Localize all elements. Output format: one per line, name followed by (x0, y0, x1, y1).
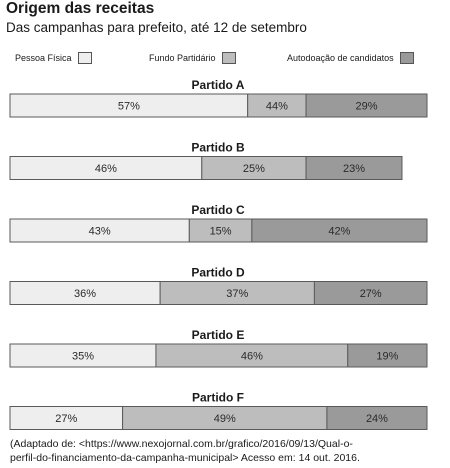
data-label: 35% (72, 351, 94, 363)
legend-label-fundo-partidario: Fundo Partidário (149, 53, 216, 63)
category-label: Partido A (192, 78, 245, 92)
data-label: 19% (376, 351, 398, 363)
legend-swatch-fundo-partidario (221, 52, 236, 64)
data-label: 44% (266, 101, 288, 113)
legend-label-pessoa-fisica: Pessoa Física (15, 53, 72, 63)
chart-title: Origem das receitas (6, 0, 155, 17)
data-label: 27% (55, 413, 77, 425)
bar-segment (305, 93, 428, 118)
data-label: 27% (360, 288, 382, 300)
source-note: (Adaptado de: <https://www.nexojornal.co… (10, 437, 430, 465)
data-label: 23% (343, 163, 365, 175)
bar-segment (347, 343, 428, 368)
legend-swatch-pessoa-fisica (77, 52, 92, 64)
stacked-bar-chart: Partido A 57% 44% 29% Partido B 46% 25% 23% Part… (9, 78, 428, 430)
data-label: 29% (356, 101, 378, 113)
legend-item-autodoacao: Autodoação de candidatos (287, 52, 414, 64)
category-label: Partido B (191, 141, 245, 155)
bar-segment (326, 406, 428, 430)
data-label: 57% (118, 101, 140, 113)
category-label: Partido D (191, 266, 245, 280)
category-label: Partido C (191, 203, 245, 217)
data-label: 49% (214, 413, 236, 425)
category-label: Partido F (192, 391, 244, 405)
bar-segment (305, 156, 403, 180)
legend: Pessoa Física Fundo Partidário Autodoaçã… (0, 52, 450, 68)
chart-subtitle: Das campanhas para prefeito, até 12 de s… (6, 20, 307, 35)
data-label: 24% (366, 413, 388, 425)
category-label: Partido E (192, 328, 245, 342)
bar-segment (313, 281, 428, 305)
data-label: 46% (241, 351, 263, 363)
legend-item-pessoa-fisica: Pessoa Física (15, 52, 92, 64)
legend-item-fundo-partidario: Fundo Partidário (149, 52, 236, 64)
legend-label-autodoacao: Autodoação de candidatos (287, 53, 394, 63)
data-label: 43% (89, 226, 111, 238)
bar-segment (251, 218, 428, 243)
data-label: 37% (226, 288, 248, 300)
legend-swatch-autodoacao (399, 52, 414, 64)
data-label: 42% (328, 226, 350, 238)
data-label: 15% (210, 226, 232, 238)
source-line-2: perfil-do-financiamento-da-campanha-muni… (10, 452, 360, 464)
data-label: 36% (74, 288, 96, 300)
data-label: 25% (243, 163, 265, 175)
source-line-1: (Adaptado de: <https://www.nexojornal.co… (10, 438, 353, 450)
data-label: 46% (95, 163, 117, 175)
